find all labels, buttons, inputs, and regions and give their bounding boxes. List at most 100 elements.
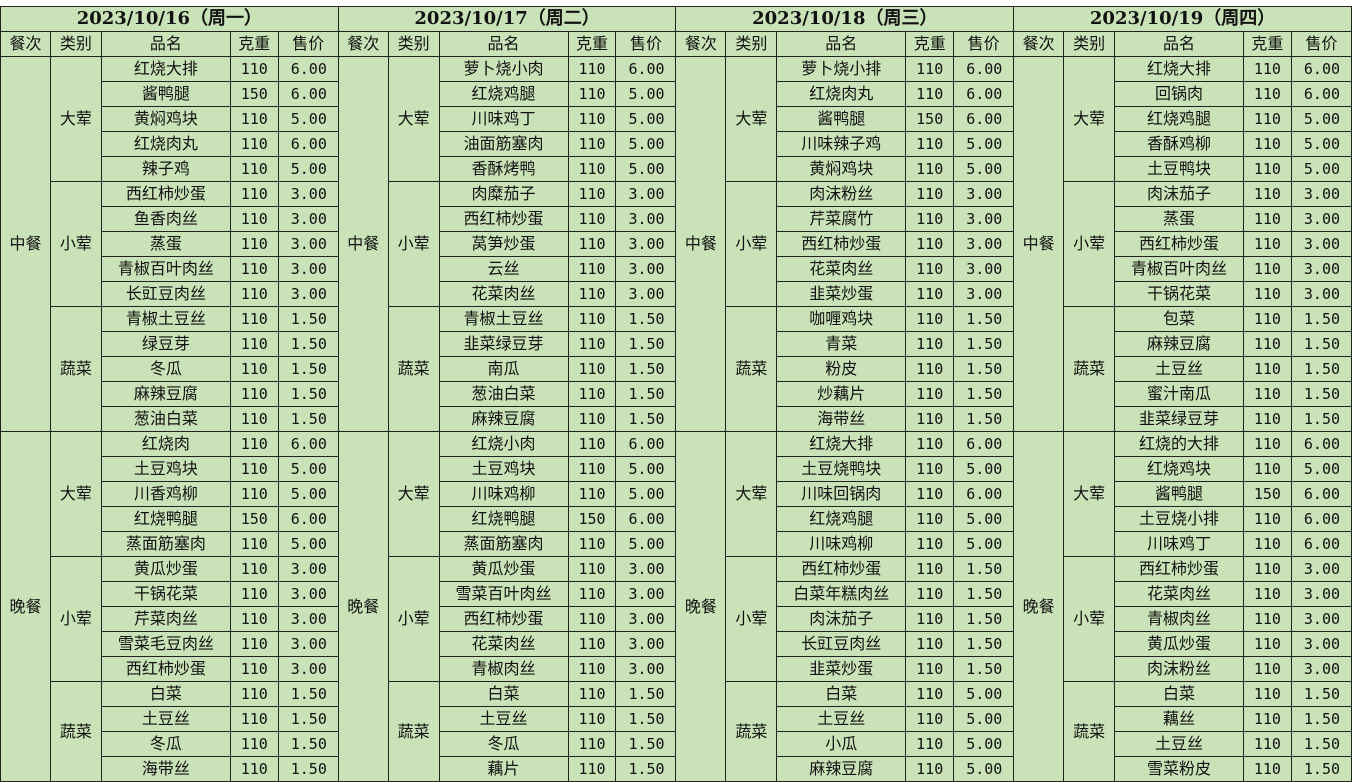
price-cell[interactable]: 1.50 [1290,706,1352,732]
price-cell[interactable]: 5.00 [615,81,677,107]
weight-cell[interactable]: 110 [567,206,617,232]
price-cell[interactable]: 6.00 [615,506,677,532]
dish-name-cell[interactable]: 肉沫粉丝 [1114,656,1244,682]
price-cell[interactable]: 3.00 [615,606,677,632]
price-cell[interactable]: 3.00 [277,606,339,632]
dish-name-cell[interactable]: 黄瓜炒蛋 [1114,631,1244,657]
weight-cell[interactable]: 150 [1242,481,1292,507]
dish-name-cell[interactable]: 雪菜毛豆肉丝 [100,631,231,657]
weight-cell[interactable]: 110 [229,256,279,282]
weight-cell[interactable]: 110 [567,606,617,632]
price-cell[interactable]: 6.00 [1290,506,1352,532]
category-cell[interactable]: 小荤 [1063,556,1116,682]
dish-name-cell[interactable]: 土豆丝 [1114,731,1244,757]
weight-cell[interactable]: 110 [905,406,955,432]
dish-name-cell[interactable]: 青椒土豆丝 [100,306,231,332]
dish-name-cell[interactable]: 红烧大排 [100,56,231,82]
dish-name-cell[interactable]: 红烧大排 [776,431,907,457]
price-cell[interactable]: 3.00 [1290,206,1352,232]
price-cell[interactable]: 6.00 [953,431,1015,457]
price-cell[interactable]: 1.50 [1290,406,1352,432]
price-cell[interactable]: 1.50 [277,406,339,432]
dish-name-cell[interactable]: 蒸蛋 [100,231,231,257]
weight-cell[interactable]: 150 [229,506,279,532]
price-cell[interactable]: 5.00 [953,456,1015,482]
weight-cell[interactable]: 110 [905,281,955,307]
weight-cell[interactable]: 110 [229,706,279,732]
dish-name-cell[interactable]: 莴笋炒蛋 [438,231,569,257]
dish-name-cell[interactable]: 鱼香肉丝 [100,206,231,232]
weight-cell[interactable]: 110 [1242,606,1292,632]
dish-name-cell[interactable]: 麻辣豆腐 [100,381,231,407]
price-cell[interactable]: 3.00 [953,281,1015,307]
price-cell[interactable]: 3.00 [277,256,339,282]
weight-cell[interactable]: 110 [1242,731,1292,757]
column-header-dish[interactable]: 品名 [100,31,231,57]
price-cell[interactable]: 6.00 [1290,56,1352,82]
dish-name-cell[interactable]: 黄焖鸡块 [100,106,231,132]
price-cell[interactable]: 1.50 [953,306,1015,332]
category-cell[interactable]: 大荤 [49,431,102,557]
dish-name-cell[interactable]: 川香鸡柳 [100,481,231,507]
price-cell[interactable]: 3.00 [953,231,1015,257]
price-cell[interactable]: 1.50 [277,356,339,382]
weight-cell[interactable]: 110 [567,481,617,507]
weight-cell[interactable]: 110 [1242,506,1292,532]
price-cell[interactable]: 5.00 [277,156,339,182]
dish-name-cell[interactable]: 藕片 [438,756,569,782]
weight-cell[interactable]: 110 [229,306,279,332]
column-header-weight[interactable]: 克重 [905,31,955,57]
price-cell[interactable]: 3.00 [277,631,339,657]
price-cell[interactable]: 1.50 [615,331,677,357]
price-cell[interactable]: 3.00 [277,656,339,682]
weight-cell[interactable]: 110 [905,481,955,507]
dish-name-cell[interactable]: 韭菜炒蛋 [776,656,907,682]
price-cell[interactable]: 3.00 [277,181,339,207]
weight-cell[interactable]: 150 [229,81,279,107]
category-cell[interactable]: 蔬菜 [49,681,102,782]
dish-name-cell[interactable]: 西红柿炒蛋 [438,206,569,232]
dish-name-cell[interactable]: 南瓜 [438,356,569,382]
weight-cell[interactable]: 110 [229,131,279,157]
dish-name-cell[interactable]: 绿豆芽 [100,331,231,357]
weight-cell[interactable]: 110 [229,656,279,682]
weight-cell[interactable]: 110 [1242,56,1292,82]
price-cell[interactable]: 1.50 [1290,381,1352,407]
price-cell[interactable]: 3.00 [615,206,677,232]
weight-cell[interactable]: 110 [905,531,955,557]
price-cell[interactable]: 5.00 [615,481,677,507]
price-cell[interactable]: 3.00 [615,556,677,582]
column-header-category[interactable]: 类别 [725,31,778,57]
price-cell[interactable]: 6.00 [953,81,1015,107]
weight-cell[interactable]: 110 [229,106,279,132]
dish-name-cell[interactable]: 白菜 [100,681,231,707]
dish-name-cell[interactable]: 红烧鸭腿 [438,506,569,532]
dish-name-cell[interactable]: 川味鸡柳 [438,481,569,507]
dish-name-cell[interactable]: 川味回锅肉 [776,481,907,507]
weight-cell[interactable]: 110 [229,406,279,432]
dish-name-cell[interactable]: 白菜年糕肉丝 [776,581,907,607]
price-cell[interactable]: 3.00 [277,581,339,607]
price-cell[interactable]: 1.50 [277,706,339,732]
dish-name-cell[interactable]: 红烧鸡腿 [776,506,907,532]
weight-cell[interactable]: 110 [567,131,617,157]
column-header-meal[interactable]: 餐次 [1013,31,1065,57]
price-cell[interactable]: 1.50 [953,606,1015,632]
price-cell[interactable]: 3.00 [1290,581,1352,607]
weight-cell[interactable]: 110 [229,281,279,307]
dish-name-cell[interactable]: 西红柿炒蛋 [438,606,569,632]
price-cell[interactable]: 6.00 [1290,481,1352,507]
price-cell[interactable]: 6.00 [277,431,339,457]
price-cell[interactable]: 6.00 [1290,431,1352,457]
weight-cell[interactable]: 110 [905,681,955,707]
dish-name-cell[interactable]: 土豆鸭块 [1114,156,1244,182]
price-cell[interactable]: 5.00 [1290,131,1352,157]
price-cell[interactable]: 3.00 [1290,556,1352,582]
meal-cell[interactable]: 中餐 [1013,56,1065,432]
weight-cell[interactable]: 110 [905,606,955,632]
weight-cell[interactable]: 110 [567,156,617,182]
category-cell[interactable]: 小荤 [387,181,440,307]
dish-name-cell[interactable]: 西红柿炒蛋 [100,181,231,207]
column-header-weight[interactable]: 克重 [1242,31,1292,57]
weight-cell[interactable]: 110 [229,431,279,457]
